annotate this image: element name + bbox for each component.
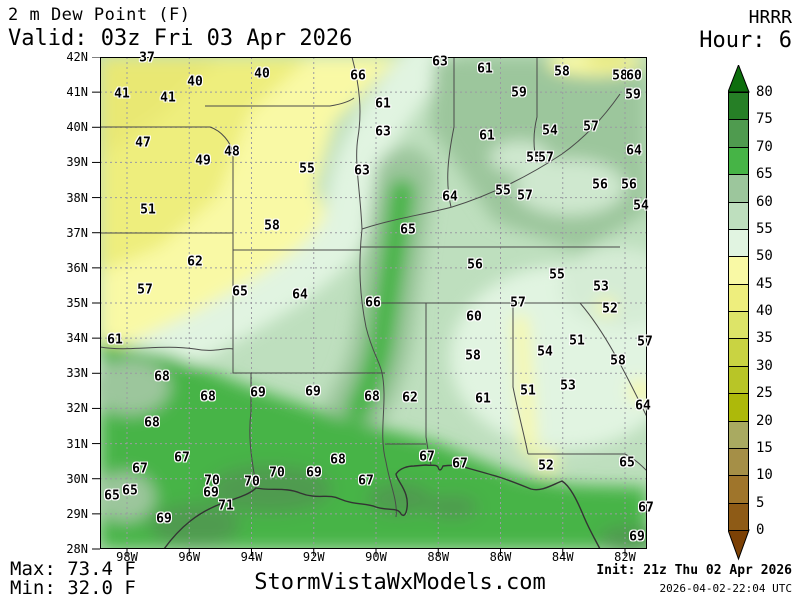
colorbar-label: 75 <box>756 111 773 128</box>
colorbar-cell <box>728 146 749 176</box>
generated-timestamp: 2026-04-02-22:04 UTC <box>659 582 792 595</box>
colorbar-cell <box>728 393 749 422</box>
lat-label: 40N <box>66 120 88 135</box>
lat-label: 30N <box>66 471 88 486</box>
colorbar-cell <box>728 256 749 285</box>
colorbar-label: 25 <box>756 385 773 402</box>
axis-ticks <box>92 56 626 556</box>
lat-label: 33N <box>66 366 88 381</box>
colorbar-label: 30 <box>756 357 773 374</box>
colorbar-cell <box>728 201 749 230</box>
max-value-label: Max: 73.4 F <box>10 558 136 580</box>
colorbar-cell <box>728 228 749 258</box>
colorbar-arrow-up-icon <box>728 65 750 93</box>
forecast-hour-label: Hour: 6 <box>699 28 792 53</box>
state-borders <box>100 57 647 518</box>
colorbar-label: 20 <box>756 412 773 429</box>
colorbar-cell <box>728 502 749 531</box>
colorbar-cell <box>728 475 749 504</box>
min-value-label: Min: 32.0 F <box>10 577 136 599</box>
colorbar-cell <box>728 365 749 395</box>
site-watermark: StormVistaWxModels.com <box>254 570 546 595</box>
colorbar-label: 55 <box>756 220 773 237</box>
valid-time-label: Valid: 03z Fri 03 Apr 2026 <box>8 26 353 51</box>
lat-label: 35N <box>66 296 88 310</box>
colorbar-label: 35 <box>756 330 773 347</box>
lat-label: 37N <box>66 225 88 240</box>
map-canvas <box>92 56 647 557</box>
colorbar-arrow-down-icon <box>728 529 750 561</box>
lat-label: 28N <box>66 542 88 556</box>
dewpoint-contour-map <box>92 56 647 556</box>
colorbar-label: 50 <box>756 248 773 265</box>
map-title: 2 m Dew Point (F) <box>8 5 191 25</box>
lat-label: 36N <box>66 260 88 275</box>
lat-label: 29N <box>66 506 88 521</box>
model-name: HRRR <box>748 7 792 28</box>
colorbar-cell <box>728 338 749 367</box>
colorbar-cell <box>728 92 749 121</box>
colorbar-cell <box>728 420 749 449</box>
colorbar-cell <box>728 311 749 340</box>
colorbar-label: 15 <box>756 439 773 456</box>
colorbar-label: 65 <box>756 166 773 183</box>
lat-label: 41N <box>66 85 88 100</box>
colorbar-label: 5 <box>756 494 765 511</box>
lat-label: 42N <box>66 50 88 64</box>
colorbar-cell <box>728 119 749 148</box>
lat-label: 34N <box>66 331 88 346</box>
lat-label: 31N <box>66 436 88 451</box>
colorbar-cell <box>728 174 749 203</box>
colorbar-label: 10 <box>756 467 773 484</box>
lat-label: 38N <box>66 190 88 205</box>
colorbar-label: 40 <box>756 303 773 319</box>
gulf-coastline <box>163 464 601 549</box>
contour-fill-blobs <box>100 57 647 549</box>
colorbar-cell <box>728 447 749 477</box>
colorbar-label: 0 <box>756 522 765 538</box>
lat-label: 39N <box>66 155 88 170</box>
colorbar-label: 70 <box>756 138 773 155</box>
colorbar-label: 45 <box>756 275 773 292</box>
colorbar-label: 60 <box>756 193 773 210</box>
colorbar-label: 80 <box>756 84 773 100</box>
dewpoint-colorbar: 80 75 70 65 60 55 50 45 40 35 30 25 20 15 10 5 0 <box>728 65 800 565</box>
init-time-label: Init: 21z Thu 02 Apr 2026 <box>596 563 792 578</box>
lat-label: 32N <box>66 401 88 416</box>
colorbar-cell <box>728 283 749 312</box>
